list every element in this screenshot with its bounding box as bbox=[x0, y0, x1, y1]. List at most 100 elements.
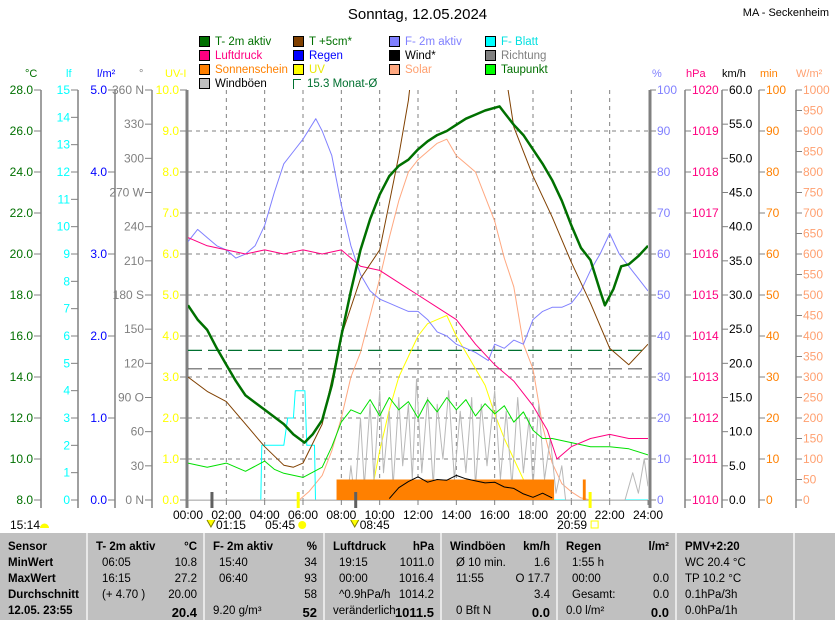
cell-value: 34 bbox=[304, 557, 317, 569]
legend-swatch bbox=[485, 64, 496, 75]
axis-tick-label-hum: 0 bbox=[657, 493, 664, 507]
cell-value: 0.0 bbox=[653, 589, 669, 601]
cell-info: 19:15 bbox=[339, 557, 368, 569]
axis-tick-label-uv: 2.0 bbox=[162, 411, 179, 425]
axis-tick-label-uv: 10.0 bbox=[156, 83, 180, 97]
legend-item: Solar bbox=[389, 63, 432, 76]
moonrise-time: 08:45 bbox=[360, 518, 390, 532]
stats-table: Sensor MinWert MaxWert Durchschnitt 12.05. 2… bbox=[0, 533, 835, 620]
legend-label: Richtung bbox=[501, 49, 547, 62]
table-row: 12.05. 23:55 bbox=[0, 605, 86, 620]
x-tick-label: 14:00 bbox=[441, 508, 471, 522]
moonset-time: 01:15 bbox=[216, 518, 246, 532]
sensor-label: Durchschnitt bbox=[8, 589, 79, 601]
axis-tick-label-lf: 12 bbox=[57, 165, 71, 179]
axis-tick-label-sun: 20 bbox=[766, 411, 780, 425]
axis-tick-label-solar: 250 bbox=[803, 391, 823, 405]
axis-tick-label-wind: 10.0 bbox=[729, 425, 753, 439]
bracket-icon bbox=[293, 78, 301, 89]
legend-label: Windböen bbox=[215, 77, 267, 90]
x-tick-label: 18:00 bbox=[518, 508, 548, 522]
axis-tick-label-solar: 400 bbox=[803, 329, 823, 343]
table-row: 00:00 0.0 bbox=[558, 573, 675, 588]
sun-icon bbox=[298, 521, 307, 529]
axis-tick-label-uv: 3.0 bbox=[162, 370, 179, 384]
sunshine-bar bbox=[336, 479, 555, 500]
axis-tick-label-rain: 1.0 bbox=[90, 411, 107, 425]
stats-column: T- 2m aktiv °C 06:05 10.8 16:15 27.2 (+ 4.70 )… bbox=[88, 533, 205, 620]
axis-tick-label-lf: 4 bbox=[63, 384, 70, 398]
table-row: MaxWert bbox=[0, 573, 86, 588]
axis-tick-label-solar: 50 bbox=[803, 473, 817, 487]
series-line-wind- bbox=[388, 474, 553, 499]
cell-info: 15:40 bbox=[219, 557, 248, 569]
legend-label: T- 2m aktiv bbox=[215, 35, 272, 48]
table-row: 11:55 O 17.7 bbox=[442, 573, 556, 588]
axis-tick-label-lf: 10 bbox=[57, 220, 71, 234]
cell-info: TP 10.2 °C bbox=[685, 573, 742, 585]
x-tick-label: 08:00 bbox=[326, 508, 356, 522]
axis-tick-label-press: 1015 bbox=[692, 288, 719, 302]
axis-tick-label-dir: 90 O bbox=[118, 391, 144, 405]
axis-tick-label-rain: 4.0 bbox=[90, 165, 107, 179]
axis-tick-label-dir: 180 S bbox=[113, 288, 144, 302]
legend-swatch bbox=[199, 50, 210, 61]
table-row: 15:40 34 bbox=[205, 557, 323, 572]
axis-tick-label-lf: 14 bbox=[57, 110, 71, 124]
axis-tick-label-dir: 300 bbox=[124, 151, 144, 165]
axis-tick-label-press: 1011 bbox=[692, 452, 718, 466]
axis-tick-label-dir: 120 bbox=[124, 356, 144, 370]
axis-unit-press: hPa bbox=[686, 68, 706, 80]
table-row: Durchschnitt bbox=[0, 589, 86, 604]
series-line-uv bbox=[188, 315, 648, 500]
axis-tick-label-dir: 360 N bbox=[112, 83, 144, 97]
sensor-label: MaxWert bbox=[8, 573, 56, 585]
cell-info: Gesamt: bbox=[572, 589, 616, 601]
table-row: 20.4 bbox=[88, 605, 203, 620]
axis-tick-label-solar: 550 bbox=[803, 268, 823, 282]
cell-value: 3.4 bbox=[534, 589, 550, 601]
column-unit: l/m² bbox=[648, 541, 669, 553]
axis-tick-label-lf: 15 bbox=[57, 83, 71, 97]
axis-tick-label-lf: 6 bbox=[63, 329, 70, 343]
axis-tick-label-press: 1017 bbox=[692, 206, 719, 220]
legend-swatch bbox=[485, 50, 496, 61]
legend-label: F- 2m aktiv bbox=[405, 35, 462, 48]
table-row: veränderlich 1011.5 bbox=[325, 605, 440, 620]
axis-tick-label-sun: 80 bbox=[766, 165, 780, 179]
legend-item: T- 2m aktiv bbox=[199, 35, 271, 48]
axis-tick-label-solar: 800 bbox=[803, 165, 823, 179]
axis-tick-label-dir: 150 bbox=[124, 322, 144, 336]
cell-value: 93 bbox=[304, 573, 317, 585]
axis-tick-label-dir: 60 bbox=[131, 425, 145, 439]
axis-tick-label-solar: 600 bbox=[803, 247, 823, 261]
legend-swatch bbox=[293, 50, 304, 61]
cell-value: 20.00 bbox=[168, 589, 197, 601]
cell-info: 9.20 g/m³ bbox=[213, 605, 262, 617]
x-tick-label: 06:00 bbox=[288, 508, 318, 522]
sensor-label: 12.05. 23:55 bbox=[8, 605, 73, 617]
legend-item: 15.3 Monat-Ø bbox=[293, 77, 377, 90]
axis-tick-label-press: 1018 bbox=[692, 165, 719, 179]
axis-tick-label-uv: 9.0 bbox=[162, 124, 179, 138]
legend-item: UV bbox=[293, 63, 325, 76]
sensor-column: Sensor MinWert MaxWert Durchschnitt 12.05. 2… bbox=[0, 533, 88, 620]
series-line-t-5cm- bbox=[188, 90, 648, 468]
column-title: Windböen bbox=[450, 541, 506, 553]
sunset-time: 20:59 bbox=[557, 518, 587, 532]
axis-unit-temp: °C bbox=[25, 68, 37, 80]
cell-value: 1011.5 bbox=[394, 605, 434, 620]
sensor-label: Sensor bbox=[8, 541, 47, 553]
axis-tick-label-wind: 50.0 bbox=[729, 151, 753, 165]
cell-value: 27.2 bbox=[174, 573, 197, 585]
axis-tick-label-lf: 3 bbox=[63, 411, 70, 425]
cell-value: 1016.4 bbox=[398, 573, 434, 585]
stats-column: PMV+2:20 WC 20.4 °C TP 10.2 °C 0.1hPa/3h 0.0… bbox=[677, 533, 795, 620]
table-row: 0.0 l/m² 0.0 bbox=[558, 605, 675, 620]
x-tick-label: 02:00 bbox=[211, 508, 241, 522]
legend-item: F- Blatt bbox=[485, 35, 538, 48]
axis-tick-label-wind: 55.0 bbox=[729, 117, 753, 131]
stats-column: Regen l/m² 1:55 h 00:00 0.0 Gesamt: 0.0 0.0 l/m… bbox=[558, 533, 677, 620]
moon-icon bbox=[40, 523, 49, 528]
axis-tick-label-wind: 5.0 bbox=[729, 459, 746, 473]
